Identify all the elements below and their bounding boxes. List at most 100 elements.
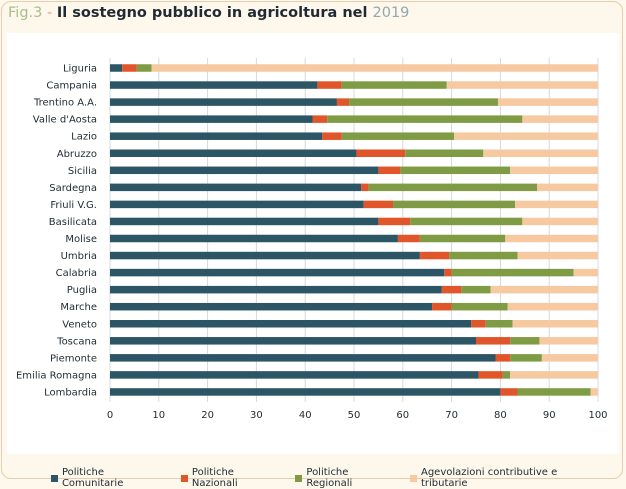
legend-label: Politiche Nazionali <box>191 467 238 489</box>
legend-label: Politiche Comunitarie <box>61 467 124 489</box>
chart-legend: Politiche Comunitarie Politiche Nazionali… <box>51 467 619 489</box>
category-label-basilicata: Basilicata <box>49 217 97 228</box>
bar-sicilia-politiche-nazionali <box>378 166 401 175</box>
bar-liguria-politiche-comunitarie <box>110 64 123 72</box>
category-label-valle-d-aosta: Valle d'Aosta <box>33 115 97 126</box>
bar-campania-agevolazioni-contributive-e-tributarie <box>446 81 598 89</box>
category-label-abruzzo: Abruzzo <box>57 149 97 160</box>
bar-veneto-agevolazioni-contributive-e-tributarie <box>512 320 598 328</box>
bar-emilia-romagna-agevolazioni-contributive-e-tributarie <box>510 371 598 379</box>
bar-marche-politiche-regionali <box>451 302 508 311</box>
bar-trentino-a-a-agevolazioni-contributive-e-tributarie <box>497 98 598 106</box>
category-label-lombardia: Lombardia <box>44 387 97 398</box>
bar-campania-politiche-comunitarie <box>110 81 318 89</box>
category-label-emilia-romagna: Emilia Romagna <box>16 370 97 381</box>
bar-lombardia-politiche-nazionali <box>500 388 518 396</box>
x-tick-50: 50 <box>348 410 361 421</box>
bar-sardegna-agevolazioni-contributive-e-tributarie <box>537 183 598 192</box>
x-tick-40: 40 <box>299 410 312 421</box>
bar-marche-agevolazioni-contributive-e-tributarie <box>507 302 598 311</box>
category-label-sicilia: Sicilia <box>68 166 97 177</box>
bar-lazio-politiche-regionali <box>341 132 455 140</box>
bar-toscana-politiche-regionali <box>510 337 540 345</box>
grid-lines <box>109 58 599 402</box>
category-label-piemonte: Piemonte <box>50 353 97 364</box>
bar-molise-politiche-nazionali <box>397 234 420 243</box>
bar-abruzzo-politiche-nazionali <box>356 149 406 157</box>
bar-basilicata-politiche-regionali <box>410 217 523 226</box>
bar-sardegna-politiche-nazionali <box>361 183 369 192</box>
bar-umbria-politiche-nazionali <box>419 251 450 260</box>
legend-swatch <box>180 474 188 482</box>
x-tick-100: 100 <box>588 410 607 421</box>
category-label-lazio: Lazio <box>71 132 97 143</box>
category-label-toscana: Toscana <box>56 336 97 347</box>
bar-trentino-a-a-politiche-comunitarie <box>110 98 337 106</box>
bar-lazio-agevolazioni-contributive-e-tributarie <box>454 132 598 140</box>
bar-campania-politiche-regionali <box>341 81 447 89</box>
bar-trentino-a-a-politiche-nazionali <box>336 98 350 106</box>
bar-calabria-politiche-regionali <box>451 268 574 277</box>
bar-marche-politiche-comunitarie <box>110 302 433 311</box>
bar-puglia-politiche-comunitarie <box>110 285 442 294</box>
category-label-umbria: Umbria <box>61 251 97 262</box>
category-label-veneto: Veneto <box>62 319 97 330</box>
bar-valle-d-aosta-politiche-regionali <box>327 115 523 123</box>
bar-puglia-politiche-regionali <box>461 285 491 294</box>
legend-item-politiche-nazionali: Politiche Nazionali <box>180 467 282 489</box>
bar-lazio-politiche-comunitarie <box>110 132 323 140</box>
bar-molise-politiche-regionali <box>419 234 506 243</box>
legend-item-agevolazioni-contributive-e-tributarie: Agevolazioni contributive e tributarie <box>410 467 606 489</box>
bar-abruzzo-politiche-regionali <box>405 149 484 157</box>
x-tick-30: 30 <box>250 410 263 421</box>
figure-title: Fig.3 - Il sostegno pubblico in agricolt… <box>8 4 409 22</box>
figure-number: Fig.3 <box>8 5 43 21</box>
category-label-calabria: Calabria <box>56 268 97 279</box>
bar-calabria-politiche-comunitarie <box>110 268 445 277</box>
bar-emilia-romagna-politiche-comunitarie <box>110 371 479 379</box>
chart-panel: Liguria Campania Trentino A.A. Valle d'Aost… <box>7 33 619 489</box>
category-label-puglia: Puglia <box>67 285 97 296</box>
bar-sicilia-politiche-comunitarie <box>110 166 379 175</box>
title-separator: - <box>42 5 57 21</box>
category-label-campania: Campania <box>46 81 97 92</box>
bar-umbria-politiche-regionali <box>449 251 518 260</box>
x-tick-labels: 0 10 20 30 40 50 60 70 80 90 100 <box>107 410 608 421</box>
category-label-friuli-v-g: Friuli V.G. <box>50 200 97 211</box>
category-label-molise: Molise <box>65 234 97 245</box>
bar-valle-d-aosta-politiche-comunitarie <box>110 115 313 123</box>
category-labels: Liguria Campania Trentino A.A. Valle d'Aost… <box>16 64 97 399</box>
legend-label: Politiche Regionali <box>306 467 353 489</box>
bar-campania-politiche-nazionali <box>317 81 342 89</box>
bar-abruzzo-politiche-comunitarie <box>110 149 357 157</box>
bar-molise-agevolazioni-contributive-e-tributarie <box>505 234 598 243</box>
bar-umbria-politiche-comunitarie <box>110 251 420 260</box>
bar-emilia-romagna-politiche-nazionali <box>478 371 503 379</box>
category-label-marche: Marche <box>60 302 97 313</box>
bar-calabria-politiche-nazionali <box>444 268 452 277</box>
category-label-trentino-a-a: Trentino A.A. <box>33 98 97 109</box>
bar-sicilia-politiche-regionali <box>400 166 511 175</box>
bar-sicilia-agevolazioni-contributive-e-tributarie <box>510 166 598 175</box>
title-year: 2019 <box>372 5 410 21</box>
legend-label: Agevolazioni contributive e tributarie <box>420 467 558 489</box>
legend-item-politiche-comunitarie: Politiche Comunitarie <box>51 467 168 489</box>
bar-umbria-agevolazioni-contributive-e-tributarie <box>517 251 598 260</box>
legend-item-politiche-regionali: Politiche Regionali <box>295 467 397 489</box>
bar-basilicata-agevolazioni-contributive-e-tributarie <box>522 217 598 226</box>
bar-toscana-agevolazioni-contributive-e-tributarie <box>539 337 598 345</box>
bar-liguria-agevolazioni-contributive-e-tributarie <box>151 64 599 72</box>
x-tick-90: 90 <box>543 410 556 421</box>
category-label-liguria: Liguria <box>63 64 97 75</box>
bar-emilia-romagna-politiche-regionali <box>502 371 511 379</box>
bar-friuli-v-g-agevolazioni-contributive-e-tributarie <box>515 200 598 209</box>
bar-marche-politiche-nazionali <box>432 302 452 311</box>
bars-group <box>110 64 599 396</box>
bar-lombardia-politiche-comunitarie <box>110 388 501 396</box>
bar-lombardia-politiche-regionali <box>517 388 591 396</box>
bar-friuli-v-g-politiche-regionali <box>393 200 516 209</box>
bar-veneto-politiche-nazionali <box>471 320 486 328</box>
bar-lazio-politiche-nazionali <box>322 132 342 140</box>
bar-liguria-politiche-nazionali <box>122 64 137 72</box>
bar-calabria-agevolazioni-contributive-e-tributarie <box>573 268 598 277</box>
